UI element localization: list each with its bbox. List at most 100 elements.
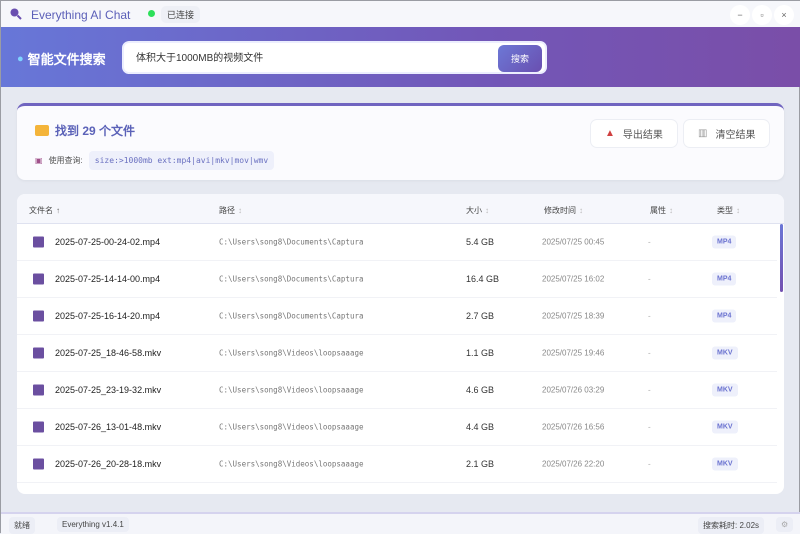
file-size: 16.4 GB bbox=[466, 274, 500, 284]
maximize-button[interactable]: ▫ bbox=[752, 5, 772, 25]
col-path[interactable]: 路径 ↕ bbox=[219, 206, 242, 215]
file-name: 2025-07-25-00-24-02.mp4 bbox=[55, 237, 161, 247]
file-type-badge: MP4 bbox=[712, 272, 737, 286]
file-name: 2025-07-25-16-14-20.mp4 bbox=[55, 311, 161, 321]
table-row[interactable]: 2025-07-25_18-46-58.mkv C:\Users\song8\V… bbox=[17, 335, 777, 372]
file-name: 2025-07-26_13-01-48.mkv bbox=[55, 422, 162, 432]
folder-icon bbox=[35, 125, 49, 136]
query-label: 使用查询: bbox=[48, 156, 83, 165]
file-modified: 2025/07/25 16:02 bbox=[542, 274, 605, 284]
sort-icon: ↕ bbox=[485, 206, 489, 215]
file-path: C:\Users\song8\Videos\loopsaaage bbox=[219, 459, 364, 469]
file-type-badge: MKV bbox=[712, 457, 738, 471]
file-modified: 2025/07/26 16:56 bbox=[542, 422, 605, 432]
col-name[interactable]: 文件名 ↑ bbox=[29, 206, 60, 215]
video-file-icon bbox=[33, 384, 44, 396]
col-size[interactable]: 大小 ↕ bbox=[466, 206, 489, 215]
file-size: 2.1 GB bbox=[466, 459, 495, 469]
file-size: 4.4 GB bbox=[466, 422, 495, 432]
file-attr: - bbox=[648, 237, 651, 247]
video-file-icon bbox=[33, 273, 44, 285]
video-file-icon bbox=[33, 236, 44, 248]
sort-asc-icon: ↑ bbox=[56, 206, 60, 215]
video-file-icon bbox=[33, 458, 44, 470]
settings-icon[interactable]: ⚙ bbox=[776, 517, 794, 532]
connection-status: 已连接 bbox=[161, 6, 201, 23]
results-table: 文件名 ↑ 路径 ↕ 大小 ↕ 修改时间 ↕ 属性 ↕ 类型 ↕ 2025-07-25-00… bbox=[17, 194, 784, 494]
sort-icon: ↕ bbox=[669, 206, 673, 215]
table-header: 文件名 ↑ 路径 ↕ 大小 ↕ 修改时间 ↕ 属性 ↕ 类型 ↕ bbox=[17, 194, 784, 224]
status-state: 就绪 bbox=[9, 517, 35, 534]
search-button[interactable]: 搜索 bbox=[498, 45, 542, 72]
close-button[interactable]: × bbox=[774, 5, 794, 25]
trash-icon: ▥ bbox=[698, 128, 708, 139]
file-modified: 2025/07/26 22:20 bbox=[542, 459, 605, 469]
status-bar: 就绪 Everything v1.4.1 搜索耗时: 2.02s ⚙ bbox=[1, 512, 800, 534]
file-name: 2025-07-25_18-46-58.mkv bbox=[55, 348, 162, 358]
clear-button[interactable]: ▥ 清空结果 bbox=[683, 119, 771, 148]
file-type-badge: MKV bbox=[712, 383, 738, 397]
search-time: 搜索耗时: 2.02s bbox=[698, 517, 765, 534]
export-button[interactable]: ▲ 导出结果 bbox=[590, 119, 678, 148]
file-attr: - bbox=[648, 311, 651, 321]
video-file-icon bbox=[33, 421, 44, 433]
file-size: 1.1 GB bbox=[466, 348, 495, 358]
col-modified[interactable]: 修改时间 ↕ bbox=[544, 206, 583, 215]
file-path: C:\Users\song8\Documents\Captura bbox=[219, 311, 364, 321]
file-type-badge: MKV bbox=[712, 346, 738, 360]
export-icon: ▲ bbox=[605, 128, 615, 139]
file-path: C:\Users\song8\Documents\Captura bbox=[219, 274, 364, 284]
search-box: 搜索 bbox=[122, 41, 547, 74]
file-name: 2025-07-25-14-14-00.mp4 bbox=[55, 274, 161, 284]
sort-icon: ↕ bbox=[736, 206, 740, 215]
file-attr: - bbox=[648, 385, 651, 395]
file-type-badge: MP4 bbox=[712, 235, 737, 249]
search-input[interactable] bbox=[136, 51, 496, 62]
file-size: 5.4 GB bbox=[466, 237, 495, 247]
search-logo-icon bbox=[10, 8, 22, 20]
export-label: 导出结果 bbox=[622, 130, 663, 141]
title-bar: Everything AI Chat 已连接 − ▫ × bbox=[1, 1, 800, 27]
results-summary: 找到 29 个文件 ▣ 使用查询: size:>1000mb ext:mp4|a… bbox=[17, 103, 784, 180]
file-attr: - bbox=[648, 348, 651, 358]
table-row[interactable]: 2025-07-25-14-14-00.mp4 C:\Users\song8\D… bbox=[17, 261, 777, 298]
search-header: ● 智能文件搜索 搜索 bbox=[1, 27, 800, 87]
file-path: C:\Users\song8\Documents\Captura bbox=[219, 237, 364, 247]
found-count: 找到 29 个文件 bbox=[35, 122, 135, 139]
file-name: 2025-07-26_20-28-18.mkv bbox=[55, 459, 162, 469]
query-code: size:>1000mb ext:mp4|avi|mkv|mov|wmv bbox=[88, 151, 275, 170]
header-title-text: 智能文件搜索 bbox=[27, 52, 106, 67]
video-file-icon bbox=[33, 310, 44, 322]
file-modified: 2025/07/26 03:29 bbox=[542, 385, 605, 395]
file-attr: - bbox=[648, 422, 651, 432]
query-row: ▣ 使用查询: size:>1000mb ext:mp4|avi|mkv|mov… bbox=[35, 151, 275, 170]
file-name: 2025-07-25_23-19-32.mkv bbox=[55, 385, 162, 395]
scrollbar-thumb[interactable] bbox=[780, 224, 783, 292]
header-title: ● 智能文件搜索 bbox=[17, 49, 106, 68]
file-size: 2.7 GB bbox=[466, 311, 495, 321]
file-path: C:\Users\song8\Videos\loopsaaage bbox=[219, 348, 364, 358]
col-type[interactable]: 类型 ↕ bbox=[717, 206, 740, 215]
table-row[interactable]: 2025-07-25_23-19-32.mkv C:\Users\song8\V… bbox=[17, 372, 777, 409]
minimize-button[interactable]: − bbox=[730, 5, 750, 25]
app-title: Everything AI Chat bbox=[31, 8, 131, 22]
sort-icon: ↕ bbox=[579, 206, 583, 215]
connection-dot-icon bbox=[148, 10, 155, 17]
file-attr: - bbox=[648, 459, 651, 469]
clear-label: 清空结果 bbox=[715, 130, 756, 141]
file-modified: 2025/07/25 19:46 bbox=[542, 348, 605, 358]
file-type-badge: MP4 bbox=[712, 309, 737, 323]
table-row[interactable]: 2025-07-25-00-24-02.mp4 C:\Users\song8\D… bbox=[17, 224, 777, 261]
found-text: 找到 29 个文件 bbox=[55, 124, 136, 138]
file-type-badge: MKV bbox=[712, 420, 738, 434]
version-label: Everything v1.4.1 bbox=[57, 517, 129, 532]
file-path: C:\Users\song8\Videos\loopsaaage bbox=[219, 385, 364, 395]
magnifier-icon: ● bbox=[17, 52, 24, 65]
table-row[interactable]: 2025-07-26_20-28-18.mkv C:\Users\song8\V… bbox=[17, 446, 777, 483]
file-size: 4.6 GB bbox=[466, 385, 495, 395]
file-path: C:\Users\song8\Videos\loopsaaage bbox=[219, 422, 364, 432]
robot-icon: ▣ bbox=[35, 156, 43, 165]
table-row[interactable]: 2025-07-25-16-14-20.mp4 C:\Users\song8\D… bbox=[17, 298, 777, 335]
table-row[interactable]: 2025-07-26_13-01-48.mkv C:\Users\song8\V… bbox=[17, 409, 777, 446]
col-attr[interactable]: 属性 ↕ bbox=[650, 206, 673, 215]
